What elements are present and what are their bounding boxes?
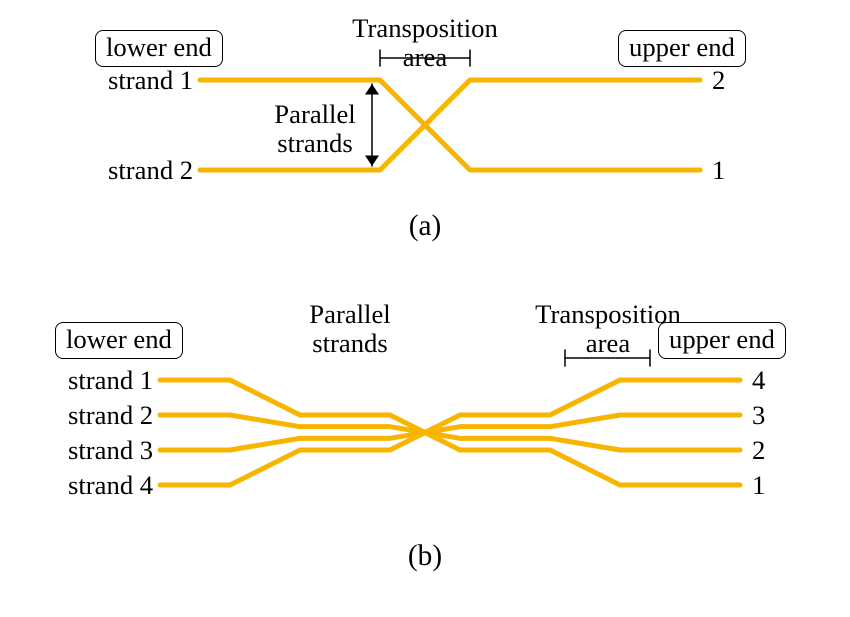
strand-label: strand 2 <box>68 401 153 430</box>
strand-label: 4 <box>752 366 765 395</box>
figure-root: { "global": { "canvas": { "width": 850, … <box>0 0 850 617</box>
panel-b-transposition-label: Transposition area <box>535 300 681 359</box>
strand-label: 2 <box>752 436 765 465</box>
strand-label: strand 1 <box>68 366 153 395</box>
panel-a-lower-end-box: lower end <box>95 30 223 67</box>
lower-end-label: lower end <box>106 32 212 62</box>
strand-label: strand 2 <box>108 156 193 185</box>
parallel-line1: Parallel <box>309 299 390 329</box>
strand-label: strand 1 <box>108 66 193 95</box>
transposition-line2: area <box>586 328 630 358</box>
transposition-line1: Transposition <box>352 13 498 43</box>
transposition-line1: Transposition <box>535 299 681 329</box>
panel-a-parallel-label: Parallel strands <box>274 100 355 159</box>
strand-label: 3 <box>752 401 765 430</box>
panel-a-sublabel: (a) <box>409 210 442 242</box>
parallel-line1: Parallel <box>274 99 355 129</box>
panel-b-lower-end-box: lower end <box>55 322 183 359</box>
panel-a-upper-end-box: upper end <box>618 30 746 67</box>
transposition-line2: area <box>403 42 447 72</box>
strand-label: 1 <box>752 471 765 500</box>
parallel-line2: strands <box>277 128 353 158</box>
upper-end-label: upper end <box>669 324 775 354</box>
panel-b-sublabel: (b) <box>408 540 442 572</box>
sublabel-a: (a) <box>409 210 442 242</box>
strand-label: strand 3 <box>68 436 153 465</box>
sublabel-b: (b) <box>408 540 442 572</box>
parallel-line2: strands <box>312 328 388 358</box>
strand-label: 1 <box>712 156 725 185</box>
strand-label: 2 <box>712 66 725 95</box>
lower-end-label: lower end <box>66 324 172 354</box>
panel-a-transposition-label: Transposition area <box>352 14 498 73</box>
upper-end-label: upper end <box>629 32 735 62</box>
strand-label: strand 4 <box>68 471 153 500</box>
panel-b-parallel-label: Parallel strands <box>309 300 390 359</box>
